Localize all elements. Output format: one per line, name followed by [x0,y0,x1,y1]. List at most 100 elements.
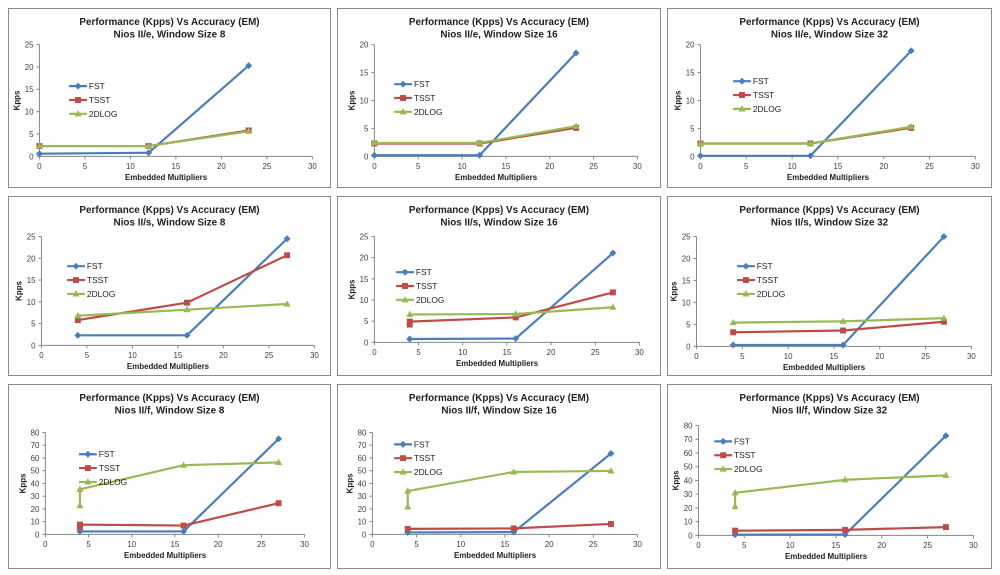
chart-title: Performance (Kpps) Vs Accuracy (EM) [409,17,589,28]
y-tick-label: 20 [682,254,691,263]
x-tick-label: 25 [257,540,266,549]
legend-marker [739,92,745,98]
x-tick-label: 25 [264,351,273,360]
x-tick-label: 25 [591,348,600,357]
chart-panel: Performance (Kpps) Vs Accuracy (EM) Nios … [667,384,992,569]
y-axis-label: Kpps [674,90,683,110]
x-tick-label: 30 [310,351,319,360]
legend-marker [402,283,409,289]
series-line-fst [735,434,947,536]
y-axis-label: Kpps [346,473,355,493]
x-tick-label: 15 [834,162,843,171]
y-tick-label: 70 [358,441,367,450]
x-axis-label: Embedded Multipliers [125,173,208,182]
legend-label: TSST [89,95,110,105]
x-tick-label: 25 [263,162,272,171]
y-tick-label: 5 [690,124,695,133]
x-tick-label: 10 [788,162,797,171]
series-line-fst [407,452,612,534]
line-chart: Performance (Kpps) Vs Accuracy (EM) Nios … [348,205,645,368]
y-tick-label: 0 [690,152,695,161]
legend-label: 2DLOG [99,477,127,487]
data-point-fst [74,331,82,339]
chart-subtitle: Nios II/e, Window Size 8 [114,30,226,41]
legend-label: TSST [753,90,774,100]
legend-label: TSST [757,275,778,285]
data-point-2dlog [183,305,191,313]
x-axis-label: Embedded Multipliers [456,359,539,368]
x-tick-label: 10 [786,541,795,550]
y-axis-label: Kpps [348,90,357,110]
y-tick-label: 50 [358,467,367,476]
legend-label: TSST [87,275,108,285]
data-point-tsst [608,520,614,527]
x-tick-label: 30 [967,352,976,361]
data-point-tsst [275,500,282,507]
series-line-tsst [374,126,577,145]
legend-marker [742,290,750,297]
y-tick-label: 20 [686,41,695,50]
data-point-2dlog [283,300,291,307]
legend-label: 2DLOG [753,104,781,114]
data-point-tsst [184,299,190,306]
chart-panel: Performance (Kpps) Vs Accuracy (EM) Nios … [8,384,331,569]
y-axis-label: Kpps [13,90,22,110]
legend-marker [75,97,81,103]
line-chart: Performance (Kpps) Vs Accuracy (EM) Nios … [13,17,318,182]
x-tick-label: 30 [308,162,317,171]
x-axis-label: Embedded Multipliers [127,362,210,371]
x-axis-label: Embedded Multipliers [783,363,866,372]
legend-marker [719,465,727,472]
y-tick-label: 60 [358,454,367,463]
y-tick-label: 10 [31,518,40,527]
data-point-tsst [74,317,81,324]
data-point-2dlog [696,139,705,147]
x-tick-label: 15 [830,352,839,361]
x-tick-label: 30 [971,162,980,171]
x-tick-label: 20 [545,162,554,171]
data-point-tsst [609,289,616,296]
x-tick-label: 5 [85,351,90,360]
data-point-tsst [732,527,739,534]
y-tick-label: 30 [31,492,40,501]
y-axis-label: Kpps [19,473,28,493]
line-chart: Performance (Kpps) Vs Accuracy (EM) Nios … [672,393,979,561]
x-tick-label: 20 [877,541,886,550]
legend-marker [738,77,746,85]
data-point-2dlog [940,314,948,321]
y-tick-label: 10 [686,96,695,105]
x-tick-label: 0 [39,351,44,360]
series-line-fst [77,237,288,337]
series-line-2dlog [77,302,288,317]
line-chart: Performance (Kpps) Vs Accuracy (EM) Nios … [346,393,643,560]
data-point-fst [607,450,615,457]
legend-label: TSST [416,281,437,291]
legend-label: FST [99,449,115,459]
y-tick-label: 20 [360,41,369,50]
y-tick-label: 15 [25,85,34,94]
data-point-2dlog [841,476,849,483]
x-tick-label: 10 [784,352,793,361]
y-tick-label: 80 [684,422,693,431]
y-tick-label: 10 [358,518,367,527]
series-line-2dlog [374,125,577,145]
x-tick-label: 0 [43,540,48,549]
legend-label: FST [416,267,432,277]
legend-marker [74,110,82,117]
y-tick-label: 5 [29,130,34,139]
line-chart: Performance (Kpps) Vs Accuracy (EM) Nios … [670,205,977,372]
series-line-tsst [78,502,279,528]
y-tick-label: 60 [31,454,40,463]
y-tick-label: 20 [358,505,367,514]
chart-subtitle: Nios II/s, Window Size 16 [440,218,558,229]
legend-marker [84,478,92,485]
data-point-2dlog [406,310,414,318]
data-point-2dlog [731,489,739,496]
legend-label: FST [414,79,430,89]
legend-marker [73,277,80,284]
chart-title: Performance (Kpps) Vs Accuracy (EM) [739,17,919,28]
data-point-fst [940,233,948,241]
data-point-2dlog [729,318,737,326]
legend-marker [400,95,407,101]
chart-title: Performance (Kpps) Vs Accuracy (EM) [409,205,589,216]
